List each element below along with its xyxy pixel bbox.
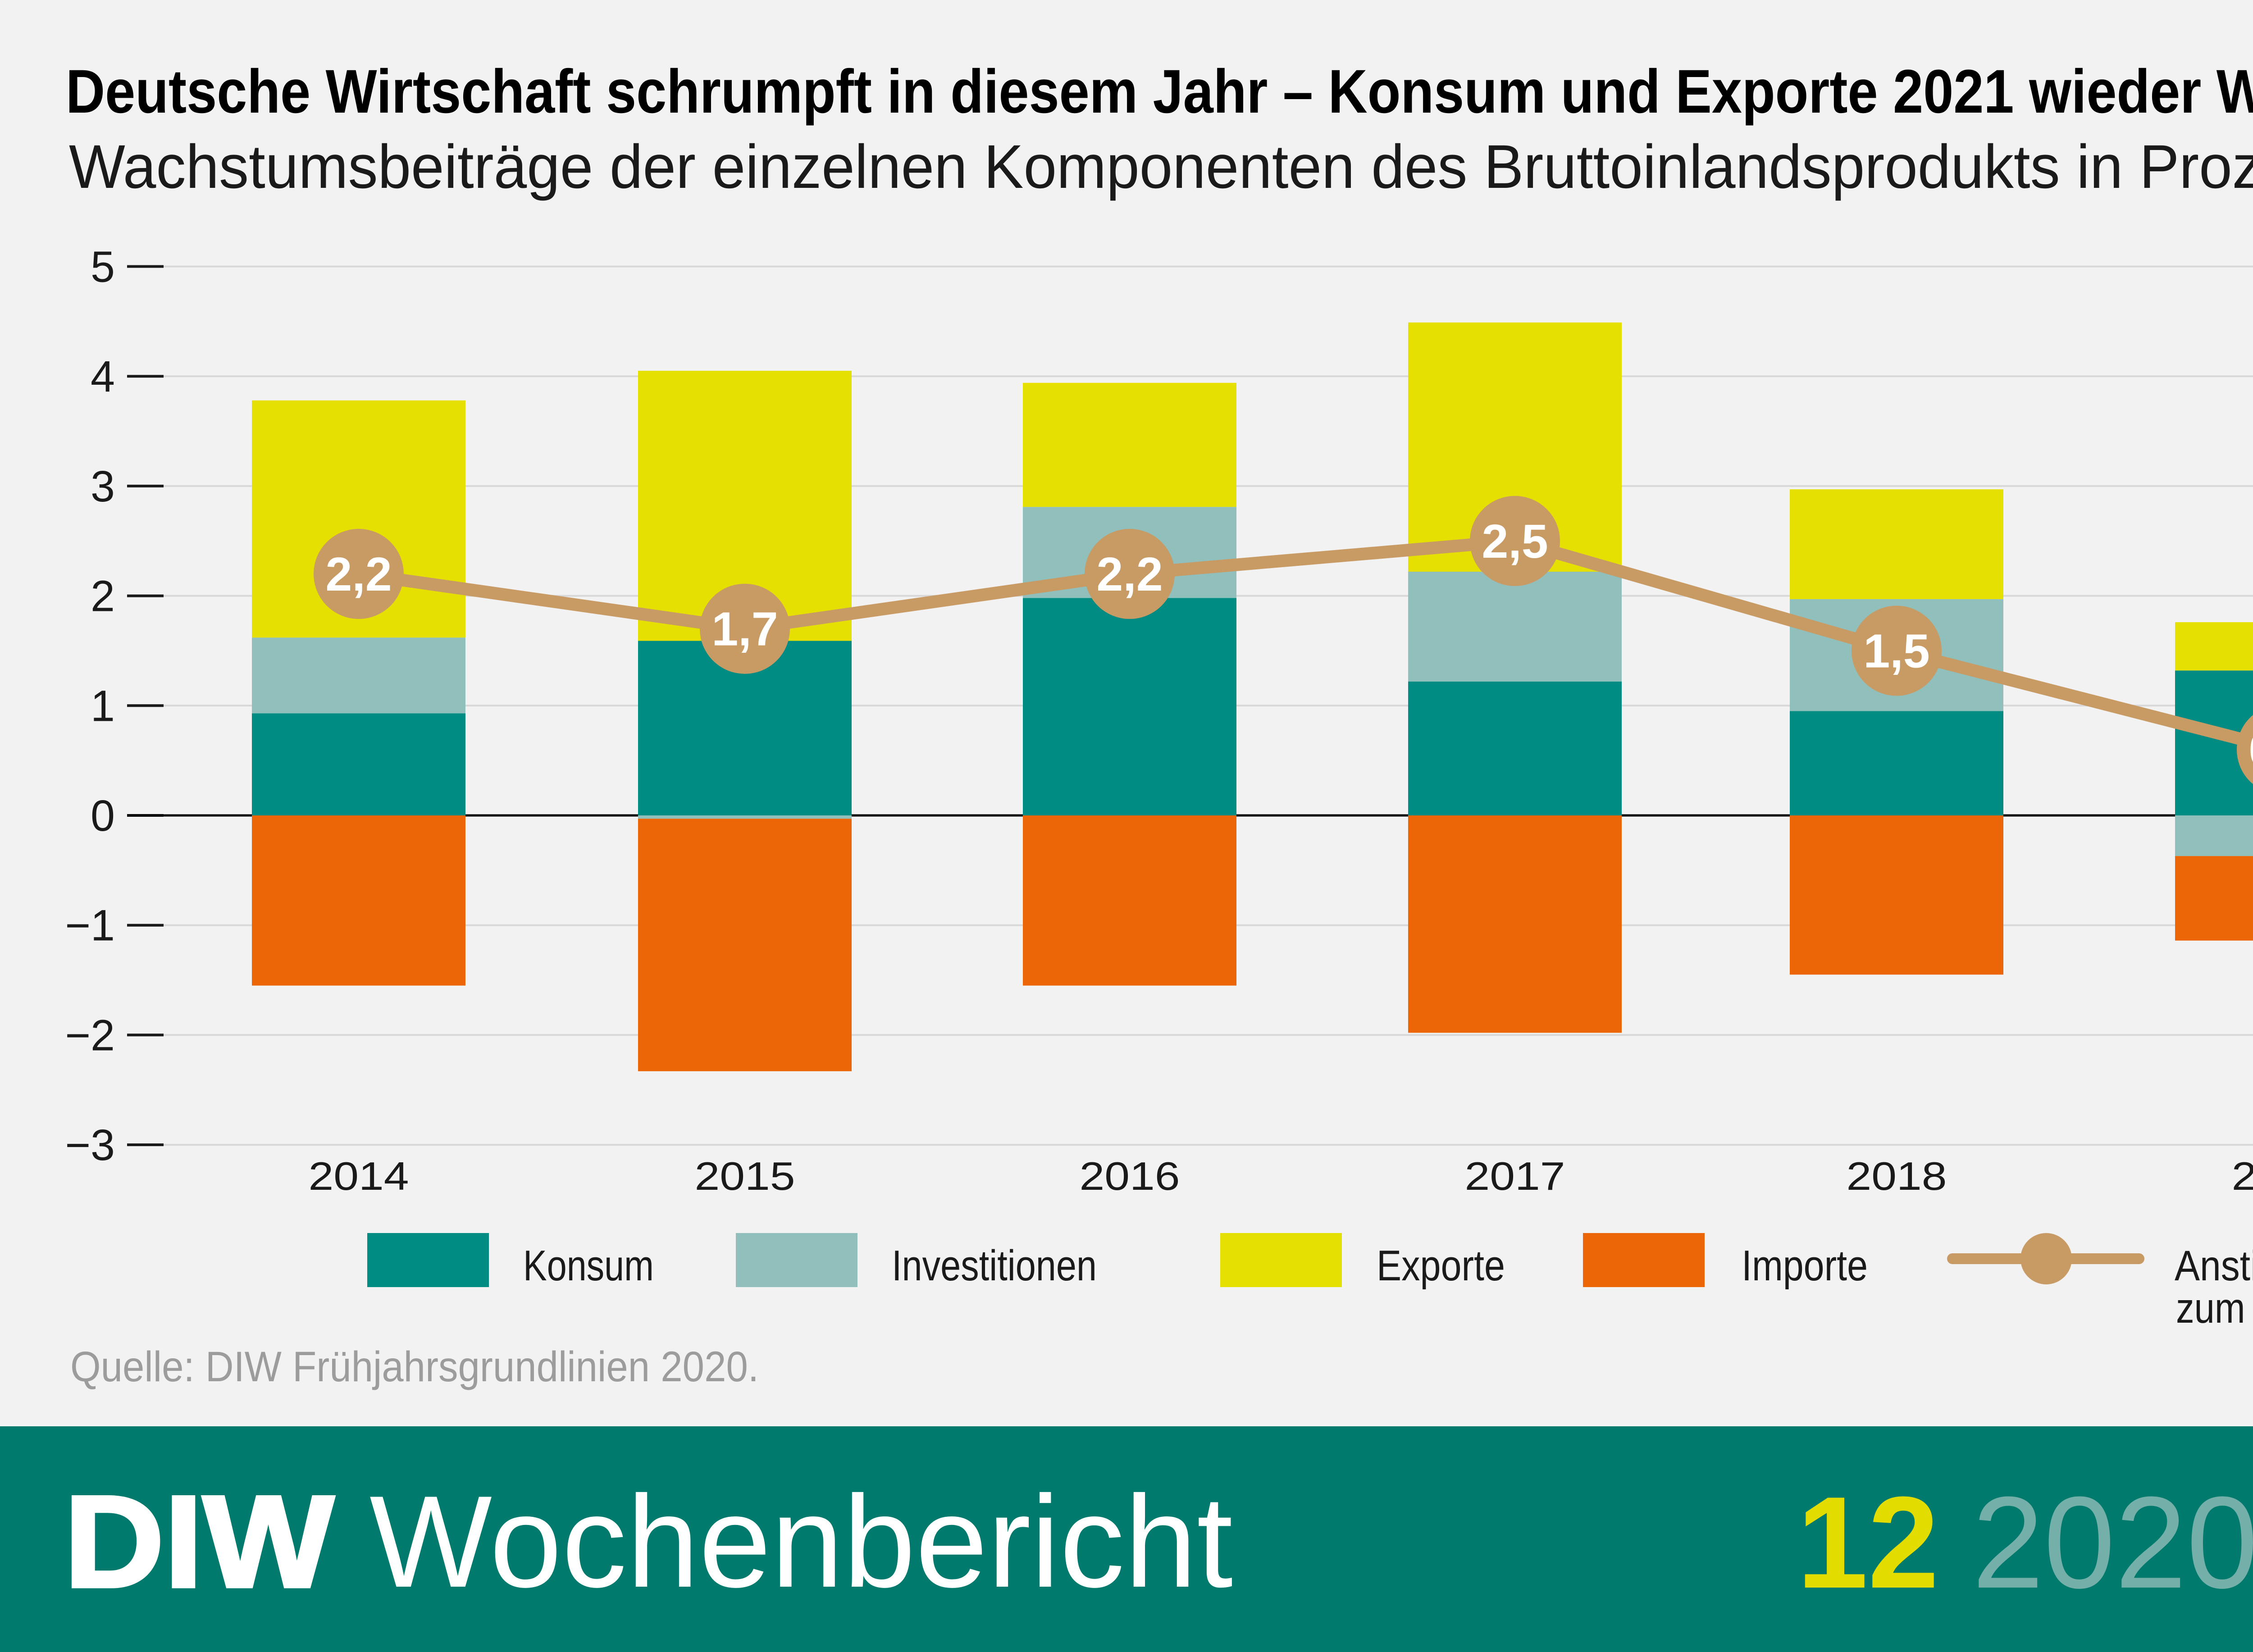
svg-text:2020: 2020 [1972,1470,2253,1616]
svg-text:2017: 2017 [1465,1154,1565,1198]
svg-text:4: 4 [91,352,115,401]
svg-text:−2: −2 [65,1010,115,1060]
svg-text:0,6: 0,6 [2248,724,2253,777]
svg-text:12: 12 [1797,1470,1939,1616]
svg-text:Anstieg des Bruttoinlandsprodu: Anstieg des Bruttoinlandsprodukts im Ver… [2175,1242,2253,1290]
svg-text:Exporte: Exporte [1377,1242,1505,1290]
svg-text:−1: −1 [65,901,115,950]
svg-text:3: 3 [91,462,115,511]
svg-text:DIW: DIW [64,1469,335,1615]
svg-text:2,2: 2,2 [325,548,392,601]
svg-text:1: 1 [91,681,115,730]
svg-text:2016: 2016 [1080,1154,1180,1198]
svg-text:2: 2 [91,572,115,621]
svg-text:2015: 2015 [695,1154,795,1198]
svg-text:Konsum: Konsum [523,1242,654,1290]
svg-text:5: 5 [91,242,115,291]
svg-text:2,2: 2,2 [1096,548,1163,601]
svg-text:2014: 2014 [309,1154,409,1198]
svg-text:0: 0 [91,791,115,840]
svg-text:zum jeweiligen Vorjahr in Proz: zum jeweiligen Vorjahr in Prozent [2176,1284,2253,1332]
svg-text:Investitionen: Investitionen [892,1242,1097,1290]
svg-text:1,7: 1,7 [711,603,778,656]
svg-text:2,5: 2,5 [1482,515,1548,568]
svg-text:Deutsche Wirtschaft schrumpft: Deutsche Wirtschaft schrumpft in diesem … [66,57,2253,126]
svg-text:Quelle: DIW Frühjahrsgrundlini: Quelle: DIW Frühjahrsgrundlinien 2020. [70,1343,759,1391]
svg-text:−3: −3 [65,1120,115,1170]
svg-text:2018: 2018 [1847,1154,1947,1198]
svg-text:2019: 2019 [2232,1154,2253,1198]
svg-text:Wochenbericht: Wochenbericht [369,1469,1233,1615]
svg-text:Importe: Importe [1742,1242,1868,1290]
svg-text:Wachstumsbeiträge der einzelne: Wachstumsbeiträge der einzelnen Komponen… [69,132,2253,201]
svg-text:1,5: 1,5 [1863,625,1929,678]
